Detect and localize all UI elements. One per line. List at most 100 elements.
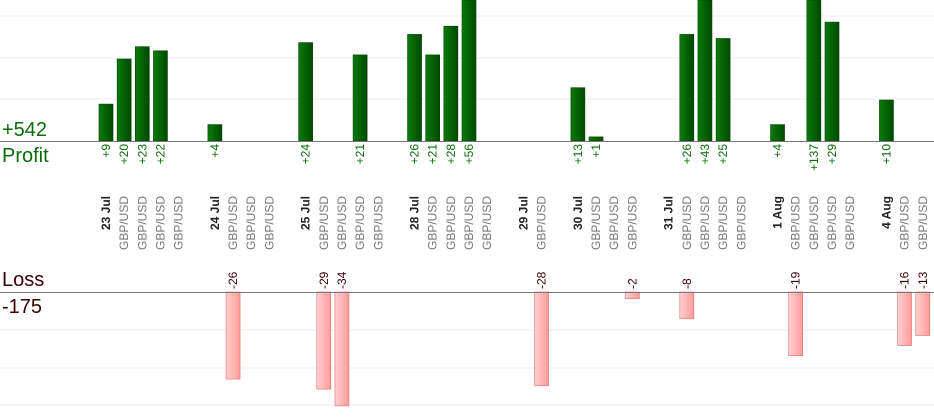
profit-bar-4 (207, 124, 223, 142)
loss-value-label-8: -13 (916, 271, 930, 289)
pair-label-31: GBP/USD (789, 196, 803, 250)
pair-label-36: GBP/USD (898, 196, 912, 250)
category-labels: 23 Jul GBP/USD GBP/USD GBP/USD GBP/USD 24 Jul… (99, 196, 930, 250)
profit-value-label-15: +25 (716, 144, 730, 165)
profit-value-label-10: +56 (462, 144, 476, 165)
profit-value-label-16: +4 (771, 144, 785, 158)
pair-label-3: GBP/USD (153, 196, 167, 250)
loss-bar-5 (679, 291, 695, 320)
axes (0, 141, 934, 293)
loss-value-label-1: -29 (317, 271, 331, 289)
loss-total: -175 (2, 296, 43, 318)
profit-value-label-6: +21 (353, 144, 367, 165)
profit-bar-12 (588, 136, 604, 142)
loss-bar-7 (897, 291, 912, 346)
profit-value-label-1: +20 (117, 144, 131, 165)
profit-bar-3 (153, 50, 168, 142)
profit-label: Profit (2, 145, 49, 167)
value-labels: +9 +20 +23 +22 +4 +24 +21 +26 +21 +28 +56 +13 +1 +26 +… (99, 144, 930, 289)
pair-label-7: GBP/USD (244, 196, 258, 250)
profit-bar-8 (425, 54, 441, 142)
profit-value-label-14: +43 (698, 144, 712, 165)
loss-value-label-6: -19 (789, 271, 803, 289)
date-label-35: 4 Aug (879, 196, 893, 229)
profit-bar-5 (298, 42, 313, 142)
loss-bar-1 (316, 291, 332, 390)
profit-bar-14 (697, 0, 713, 142)
loss-bar-6 (788, 291, 804, 356)
profit-value-label-8: +21 (426, 144, 440, 165)
pair-label-12: GBP/USD (353, 196, 367, 250)
date-label-25: 31 Jul (662, 196, 676, 230)
pair-label-26: GBP/USD (680, 196, 694, 250)
pair-label-1: GBP/USD (117, 196, 131, 250)
pair-label-8: GBP/USD (262, 196, 276, 250)
profit-value-label-4: +4 (208, 144, 222, 158)
date-label-9: 25 Jul (299, 196, 313, 230)
profit-bar-13 (679, 34, 695, 142)
profit-bar-10 (461, 0, 477, 142)
loss-value-label-4: -2 (625, 278, 639, 289)
pair-label-11: GBP/USD (335, 196, 349, 250)
profit-bar-0 (98, 103, 114, 142)
loss-value-label-7: -16 (898, 271, 912, 289)
profit-bar-11 (570, 87, 586, 142)
profit-value-label-7: +26 (408, 144, 422, 165)
pair-label-15: GBP/USD (426, 196, 440, 250)
profit-value-label-2: +23 (135, 144, 149, 165)
pair-label-4: GBP/USD (172, 196, 186, 250)
loss-value-label-0: -26 (226, 271, 240, 289)
pair-label-10: GBP/USD (317, 196, 331, 250)
pair-label-29: GBP/USD (734, 196, 748, 250)
loss-bars (225, 291, 931, 407)
profit-bar-18 (824, 21, 840, 142)
pair-label-6: GBP/USD (226, 196, 240, 250)
date-label-19: 29 Jul (516, 196, 530, 230)
date-label-0: 23 Jul (99, 196, 113, 230)
pair-label-22: GBP/USD (589, 196, 603, 250)
pair-label-17: GBP/USD (462, 196, 476, 250)
profit-value-label-18: +29 (825, 144, 839, 165)
profit-value-label-0: +9 (99, 144, 113, 158)
date-label-5: 24 Jul (208, 196, 222, 230)
profit-bar-15 (715, 38, 731, 142)
loss-value-label-3: -28 (535, 271, 549, 289)
profit-bar-2 (135, 46, 150, 142)
pair-label-34: GBP/USD (843, 196, 857, 250)
profit-value-label-5: +24 (299, 144, 313, 165)
pair-label-16: GBP/USD (444, 196, 458, 250)
profit-bars (98, 0, 894, 142)
pair-label-32: GBP/USD (807, 196, 821, 250)
date-label-30: 1 Aug (771, 196, 785, 229)
profit-value-label-17: +137 (807, 144, 821, 171)
loss-value-label-5: -8 (680, 278, 694, 289)
profit-bar-17 (806, 0, 822, 142)
profit-bar-9 (443, 25, 459, 142)
pair-label-13: GBP/USD (371, 196, 385, 250)
profit-bar-7 (407, 34, 422, 142)
date-label-14: 28 Jul (408, 196, 422, 230)
loss-value-label-2: -34 (335, 271, 349, 289)
pair-label-18: GBP/USD (480, 196, 494, 250)
profit-bar-16 (770, 124, 785, 142)
profit-bar-19 (879, 99, 894, 142)
date-label-21: 30 Jul (571, 196, 585, 230)
loss-bar-0 (225, 291, 241, 380)
profit-bar-6 (352, 54, 368, 142)
pair-label-37: GBP/USD (916, 196, 930, 250)
loss-label: Loss (2, 269, 45, 291)
profit-value-label-19: +10 (879, 144, 893, 165)
loss-bar-2 (334, 291, 350, 407)
loss-bar-8 (915, 291, 931, 336)
pair-label-27: GBP/USD (698, 196, 712, 250)
profit-value-label-3: +22 (153, 144, 167, 165)
pair-label-23: GBP/USD (607, 196, 621, 250)
pair-label-28: GBP/USD (716, 196, 730, 250)
loss-bar-3 (534, 291, 549, 387)
profit-value-label-12: +1 (589, 144, 603, 158)
pair-label-2: GBP/USD (135, 196, 149, 250)
profit-bar-1 (116, 58, 132, 142)
profit-value-label-11: +13 (571, 144, 585, 165)
pair-label-20: GBP/USD (535, 196, 549, 250)
